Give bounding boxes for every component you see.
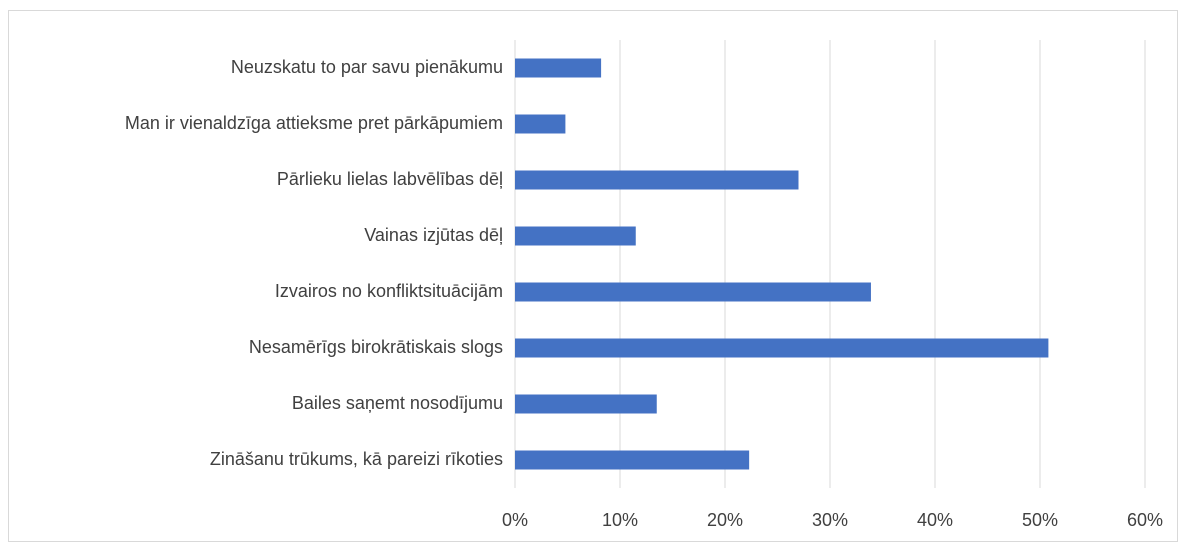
x-tick-label: 60%: [1127, 510, 1163, 530]
y-tick-label: Neuzskatu to par savu pienākumu: [231, 57, 503, 77]
x-tick-label: 20%: [707, 510, 743, 530]
bar: [515, 114, 566, 134]
y-tick-label: Bailes saņemt nosodījumu: [292, 393, 503, 413]
x-tick-label: 30%: [812, 510, 848, 530]
y-tick-label: Pārlieku lielas labvēlības dēļ: [277, 169, 503, 189]
y-tick-label: Man ir vienaldzīga attieksme pret pārkāp…: [125, 113, 503, 133]
bar: [515, 394, 657, 414]
x-tick-label: 0%: [502, 510, 528, 530]
x-tick-label: 40%: [917, 510, 953, 530]
bar: [515, 282, 871, 302]
bar: [515, 338, 1049, 358]
bar: [515, 58, 602, 78]
bar: [515, 226, 636, 246]
bar: [515, 450, 750, 470]
y-tick-label: Izvairos no konfliktsituācijām: [275, 281, 503, 301]
bar: [515, 170, 799, 190]
x-tick-label: 50%: [1022, 510, 1058, 530]
x-tick-label: 10%: [602, 510, 638, 530]
y-tick-label: Vainas izjūtas dēļ: [364, 225, 503, 245]
y-tick-label: Nesamērīgs birokrātiskais slogs: [249, 337, 503, 357]
y-tick-label: Zināšanu trūkums, kā pareizi rīkoties: [210, 449, 503, 469]
